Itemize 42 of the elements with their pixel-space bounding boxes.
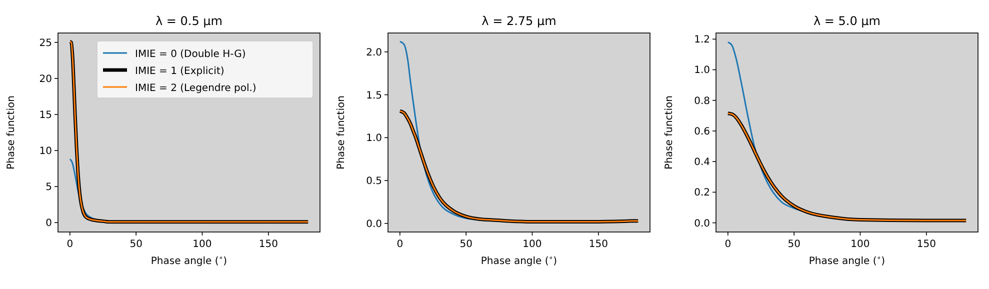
x-tick-label: 100 xyxy=(850,239,870,250)
y-tick-label: 10 xyxy=(39,146,52,158)
chart-title: λ = 0.5 μm xyxy=(155,14,223,28)
y-tick-label: 1.2 xyxy=(694,34,710,46)
x-tick-label: 0 xyxy=(724,239,732,250)
x-tick-label: 100 xyxy=(522,239,542,250)
x-tick-label: 150 xyxy=(588,239,608,250)
y-tick-label: 1.5 xyxy=(366,90,382,102)
y-tick-label: 0.5 xyxy=(366,176,382,188)
legend-label: IMIE = 1 (Explicit) xyxy=(135,66,224,77)
y-tick-label: 0.2 xyxy=(694,188,710,199)
x-axis-title: Phase angle ($^{∘}$) xyxy=(150,254,228,267)
y-tick-label: 25 xyxy=(39,38,52,49)
y-tick-label: 2.0 xyxy=(366,47,382,58)
x-tick-label: 0 xyxy=(396,239,404,250)
y-tick-label: 5 xyxy=(46,182,52,194)
x-tick-label: 50 xyxy=(130,239,142,250)
x-tick-label: 150 xyxy=(258,239,278,250)
chart-title: λ = 2.75 μm xyxy=(482,14,556,28)
legend-label: IMIE = 2 (Legendre pol.) xyxy=(135,83,256,94)
y-tick-label: 0.4 xyxy=(694,157,710,168)
y-tick-label: 20 xyxy=(39,74,52,85)
y-tick-label: 0.0 xyxy=(366,218,382,230)
x-tick-label: 0 xyxy=(66,239,74,250)
y-tick-label: 0.0 xyxy=(694,218,710,230)
y-axis-title: Phase function xyxy=(336,96,347,170)
y-tick-label: 15 xyxy=(39,110,52,121)
x-tick-label: 100 xyxy=(192,239,212,250)
x-tick-label: 150 xyxy=(916,239,936,250)
x-tick-label: 50 xyxy=(788,239,800,250)
x-tick-label: 50 xyxy=(460,239,472,250)
x-axis-title: Phase angle ($^{∘}$) xyxy=(480,254,558,267)
y-tick-label: 1.0 xyxy=(694,65,710,76)
x-axis-title: Phase angle ($^{∘}$) xyxy=(808,254,886,267)
y-tick-label: 0.8 xyxy=(694,96,710,107)
y-axis-title: Phase function xyxy=(6,96,17,170)
legend-label: IMIE = 0 (Double H-G) xyxy=(135,49,246,60)
y-tick-label: 1.0 xyxy=(366,133,382,144)
chart-title: λ = 5.0 μm xyxy=(813,14,881,28)
y-tick-label: 0.6 xyxy=(694,126,710,138)
y-tick-label: 0 xyxy=(46,218,52,230)
y-axis-title: Phase function xyxy=(664,96,675,170)
